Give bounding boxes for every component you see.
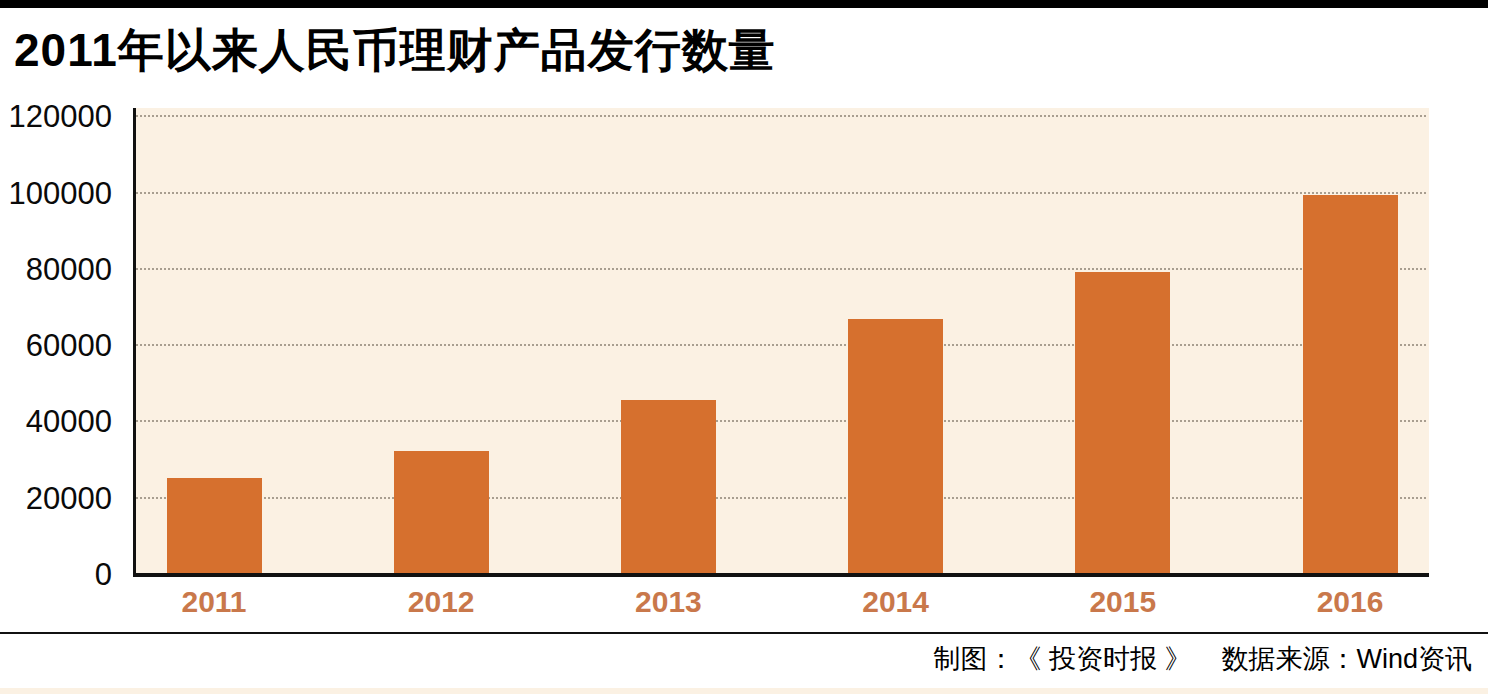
y-tick-label-80000: 80000 bbox=[0, 253, 112, 287]
x-tick-label-2015: 2015 bbox=[1043, 584, 1203, 620]
top-accent-bar bbox=[0, 0, 1488, 8]
bar-2014 bbox=[848, 319, 943, 575]
y-tick-label-60000: 60000 bbox=[0, 329, 112, 363]
gridline-60000 bbox=[136, 344, 1426, 346]
x-tick-label-2016: 2016 bbox=[1270, 584, 1430, 620]
gridline-100000 bbox=[136, 192, 1426, 194]
y-axis-line bbox=[133, 108, 136, 577]
x-tick-label-2014: 2014 bbox=[816, 584, 976, 620]
y-tick-label-120000: 120000 bbox=[0, 100, 112, 134]
bar-2015 bbox=[1075, 272, 1170, 575]
y-tick-label-100000: 100000 bbox=[0, 177, 112, 211]
bar-2011 bbox=[167, 478, 262, 575]
y-tick-label-0: 0 bbox=[0, 558, 112, 592]
x-tick-label-2012: 2012 bbox=[361, 584, 521, 620]
footer: 制图：《 投资时报 》数据来源：Wind资讯 bbox=[933, 641, 1472, 677]
y-tick-label-40000: 40000 bbox=[0, 405, 112, 439]
bottom-accent-strip bbox=[0, 688, 1488, 694]
footer-divider bbox=[0, 632, 1488, 634]
chart-title: 2011年以来人民币理财产品发行数量 bbox=[14, 22, 776, 78]
y-tick-label-20000: 20000 bbox=[0, 482, 112, 516]
chart-page: 2011年以来人民币理财产品发行数量 0 20000 40000 60000 80000… bbox=[0, 0, 1488, 694]
gridline-20000 bbox=[136, 497, 1426, 499]
bar-2012 bbox=[394, 451, 489, 575]
x-tick-label-2011: 2011 bbox=[134, 584, 294, 620]
gridline-120000 bbox=[136, 115, 1426, 117]
credit-text: 制图：《 投资时报 》 bbox=[933, 644, 1191, 674]
x-tick-label-2013: 2013 bbox=[588, 584, 748, 620]
gridline-80000 bbox=[136, 268, 1426, 270]
x-axis-line bbox=[133, 573, 1429, 577]
bar-2013 bbox=[621, 400, 716, 576]
source-text: 数据来源：Wind资讯 bbox=[1221, 644, 1472, 674]
plot-area bbox=[135, 108, 1429, 575]
gridline-40000 bbox=[136, 420, 1426, 422]
bar-2016 bbox=[1303, 195, 1398, 575]
